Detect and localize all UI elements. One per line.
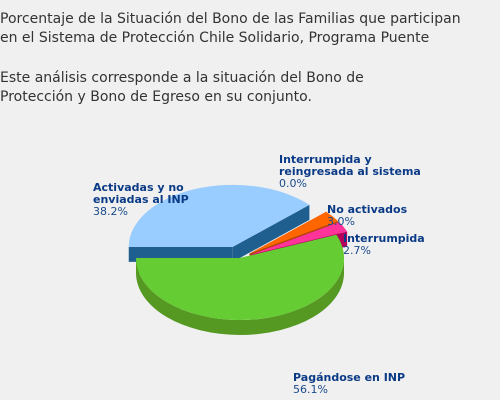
label-reingresada-name-1: Interrumpida y	[279, 153, 372, 166]
label-no-activados: No activados 3.0%	[327, 203, 408, 228]
slice-top	[249, 211, 339, 254]
pie-slice-pag-ndose-en-inp	[136, 234, 344, 335]
label-no-activados-pct: 3.0%	[327, 215, 355, 228]
label-activadas: Activadas y no enviadas al INP 38.2%	[93, 181, 189, 218]
chart-title-line-1: Porcentaje de la Situación del Bono de l…	[0, 11, 461, 27]
chart-subtitle-line-2: Protección y Bono de Egreso en su conjun…	[0, 89, 312, 105]
chart-header: Porcentaje de la Situación del Bono de l…	[0, 10, 500, 107]
label-interrumpida: Interrumpida 2.7%	[343, 232, 425, 257]
label-interrumpida-name: Interrumpida	[343, 232, 425, 245]
label-interrumpida-pct: 2.7%	[343, 244, 371, 257]
chart-subtitle-line-1: Este análisis corresponde a la situación…	[0, 70, 364, 86]
label-no-activados-name: No activados	[327, 203, 408, 216]
label-reingresada-name-2: reingresada al sistema	[279, 165, 421, 178]
slice-top	[250, 222, 348, 255]
label-activadas-pct: 38.2%	[93, 205, 128, 218]
label-reingresada-pct: 0.0%	[279, 177, 307, 190]
chart-title-line-2: en el Sistema de Protección Chile Solida…	[0, 30, 430, 46]
slice-top	[136, 234, 344, 320]
label-activadas-name-2: enviadas al INP	[93, 193, 189, 206]
label-pagandose: Pagándose en INP 56.1%	[293, 371, 405, 396]
pie-slices	[128, 184, 348, 335]
label-interrumpida-reingresada: Interrumpida y reingresada al sistema 0.…	[279, 153, 421, 190]
label-pagandose-name: Pagándose en INP	[293, 371, 405, 384]
label-pagandose-pct: 56.1%	[293, 383, 328, 396]
slice-top	[128, 184, 310, 247]
slice-side	[136, 258, 344, 335]
label-activadas-name-1: Activadas y no	[93, 181, 184, 194]
slice-wall-end	[232, 204, 310, 262]
